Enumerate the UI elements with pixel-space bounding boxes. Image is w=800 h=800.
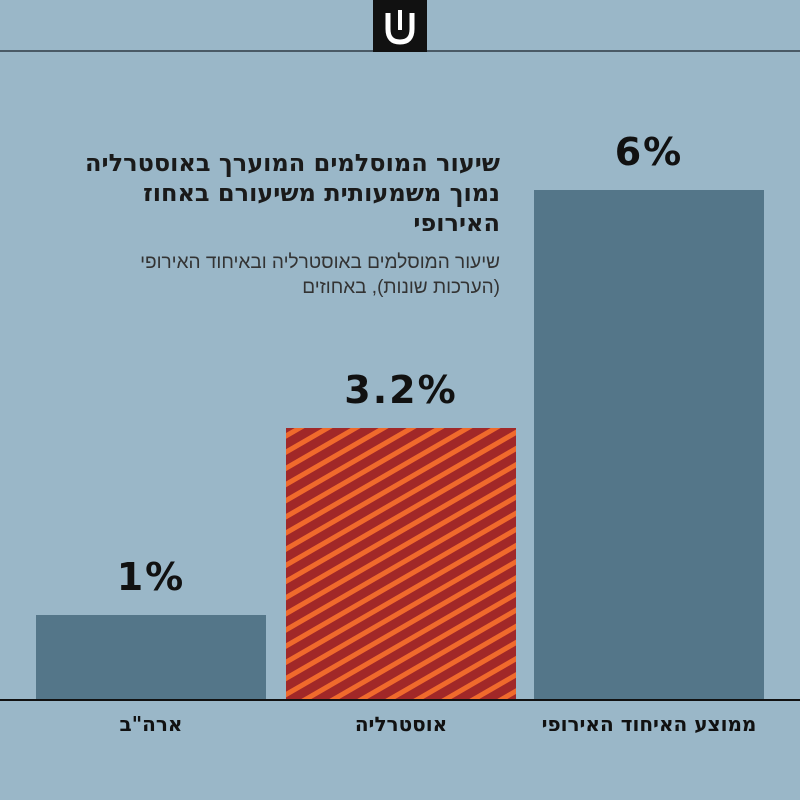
chart-text-block: שיעור המוסלמים המוערך באוסטרליה נמוך משמ… bbox=[80, 148, 500, 300]
chart-title: שיעור המוסלמים המוערך באוסטרליה נמוך משמ… bbox=[85, 149, 500, 237]
category-label-1: אוסטרליה bbox=[354, 712, 448, 736]
chart-subtitle: שיעור המוסלמים באוסטרליה ובאיחוד האירופי… bbox=[140, 252, 500, 298]
bar-2 bbox=[534, 190, 764, 700]
bar-1 bbox=[286, 428, 516, 700]
shin-logo-icon bbox=[385, 10, 415, 45]
bar-value-label-0: 1% bbox=[116, 555, 186, 599]
bar-value-label-2: 6% bbox=[614, 130, 684, 174]
bars-group bbox=[36, 190, 764, 700]
logo bbox=[373, 0, 427, 52]
bar-value-label-1: 3.2% bbox=[344, 368, 458, 412]
bar-0 bbox=[36, 615, 266, 700]
category-label-0: ארה"ב bbox=[119, 712, 183, 736]
category-label-2: ממוצע האיחוד האירופי bbox=[541, 712, 757, 736]
